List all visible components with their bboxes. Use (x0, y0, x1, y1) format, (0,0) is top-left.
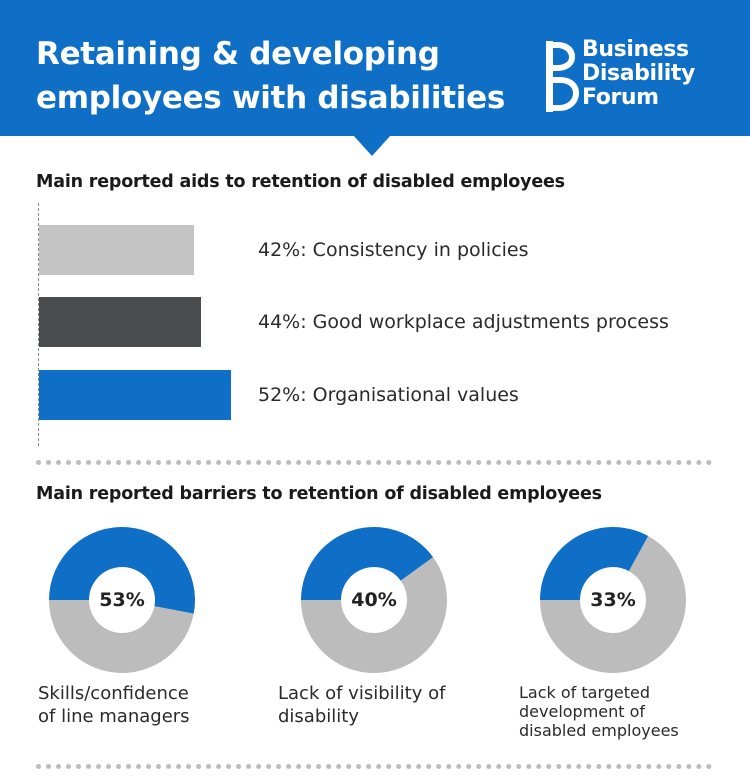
title-line-1: Retaining & developing (36, 36, 440, 72)
donut-value-segment (49, 527, 195, 614)
donut-remainder-segment (301, 557, 447, 673)
bar-chart-axis (38, 203, 39, 446)
donut-chart-1: 53% (47, 525, 197, 675)
title-line-2: employees with disabilities (36, 80, 505, 116)
donut-label-1: Skills/confidence of line managers (38, 682, 190, 728)
logo-line-3: Forum (582, 85, 659, 110)
aids-heading: Main reported aids to retention of disab… (36, 172, 565, 192)
donut-remainder-segment (49, 600, 194, 673)
page-title: Retaining & developing employees with di… (36, 32, 536, 120)
donut-percentage-2: 40% (351, 589, 397, 611)
donut-label-3: Lack of targeted development of disabled e… (519, 683, 679, 740)
bar-label-3: 52%: Organisational values (258, 384, 519, 406)
header-pointer (353, 135, 391, 156)
header-banner: Retaining & developing employees with di… (0, 0, 750, 136)
donut-label-line: Skills/confidence (38, 683, 189, 704)
donut-label-line: disability (278, 706, 359, 727)
donut-value-segment (301, 527, 434, 600)
bar-label-1: 42%: Consistency in policies (258, 239, 529, 261)
donut-label-line: disabled employees (519, 721, 679, 740)
donut-value-segment (540, 527, 649, 600)
donut-chart-3: 33% (538, 525, 688, 675)
donut-label-2: Lack of visibility of disability (278, 682, 445, 728)
barriers-heading: Main reported barriers to retention of d… (36, 484, 602, 504)
donut-label-line: development of (519, 702, 646, 721)
donut-percentage-1: 53% (99, 589, 145, 611)
logo-mark-icon (546, 41, 579, 112)
dotted-divider-top (36, 460, 712, 465)
bar-1 (39, 225, 194, 275)
donut-svg-2 (301, 527, 447, 673)
logo-line-2: Disability (582, 61, 695, 86)
bar-label-2: 44%: Good workplace adjustments process (258, 311, 669, 333)
donut-chart-2: 40% (299, 525, 449, 675)
donut-percentage-3: 33% (590, 589, 636, 611)
bar-2 (39, 297, 201, 347)
donut-label-line: of line managers (38, 706, 190, 727)
donut-svg-3 (540, 527, 686, 673)
dotted-divider-bottom (36, 764, 712, 769)
bar-3 (39, 370, 231, 420)
donut-label-line: Lack of targeted (519, 683, 651, 702)
logo-line-1: Business (582, 37, 689, 62)
donut-svg-1 (49, 527, 195, 673)
donut-remainder-segment (540, 536, 686, 673)
donut-label-line: Lack of visibility of (278, 683, 446, 704)
business-disability-forum-logo: Business Disability Forum (544, 37, 729, 114)
